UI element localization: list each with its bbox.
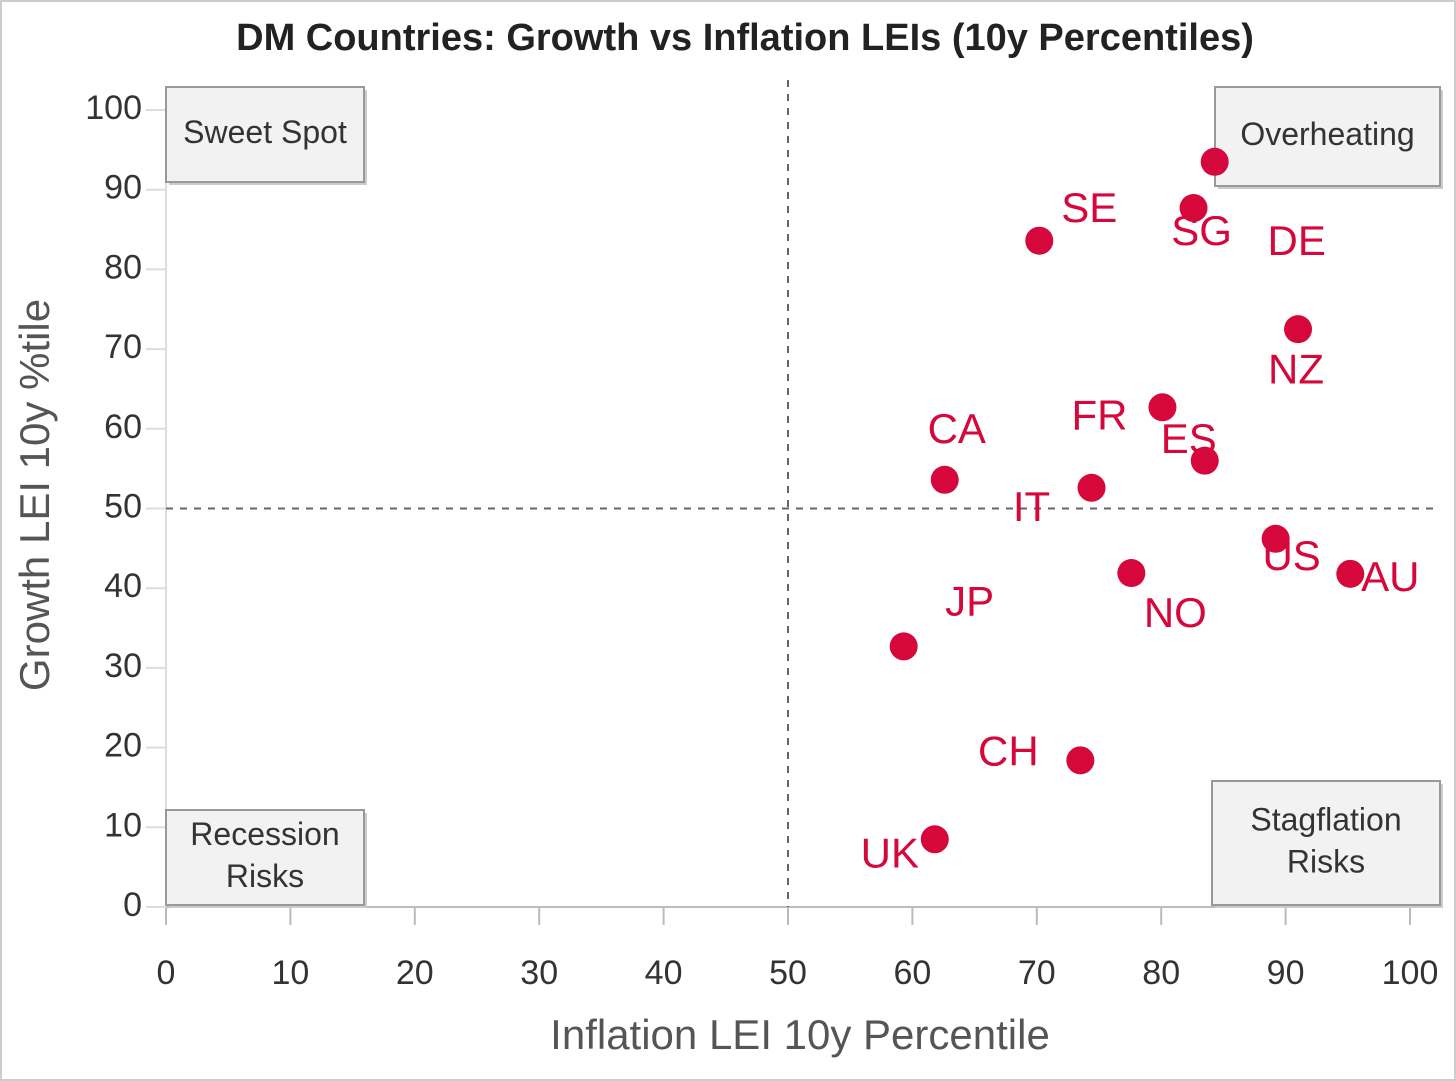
point bbox=[1077, 473, 1106, 502]
y-tick-label: 50 bbox=[104, 487, 142, 525]
y-tick-label: 40 bbox=[104, 567, 142, 605]
y-tick-label: 100 bbox=[85, 89, 142, 127]
point bbox=[1190, 446, 1219, 475]
point-label: SG bbox=[1171, 207, 1232, 254]
point-label: IT bbox=[1013, 483, 1050, 530]
point bbox=[1025, 226, 1054, 255]
point bbox=[930, 465, 959, 494]
point bbox=[1336, 559, 1365, 588]
point-label: JP bbox=[945, 577, 994, 624]
point-label: SE bbox=[1061, 184, 1117, 231]
quadrant-label: Overheating bbox=[1240, 116, 1414, 152]
point bbox=[1117, 559, 1146, 588]
y-tick-label: 90 bbox=[104, 169, 142, 207]
y-tick-label: 20 bbox=[104, 727, 142, 765]
point bbox=[920, 825, 949, 854]
x-axis-label: Inflation LEI 10y Percentile bbox=[550, 1011, 1050, 1058]
point-label: DE bbox=[1268, 217, 1326, 264]
point-label: CH bbox=[978, 727, 1039, 774]
x-tick-label: 0 bbox=[157, 954, 176, 992]
x-tick-label: 30 bbox=[520, 954, 558, 992]
point bbox=[889, 632, 918, 661]
y-axis-label: Growth LEI 10y %tile bbox=[11, 299, 58, 691]
quadrant-box bbox=[165, 86, 365, 183]
quadrant-box bbox=[165, 809, 365, 906]
point bbox=[1200, 147, 1229, 176]
x-tick-label: 40 bbox=[645, 954, 683, 992]
quadrant-box bbox=[1214, 86, 1441, 187]
point-label: NO bbox=[1144, 589, 1207, 636]
y-tick-label: 10 bbox=[104, 806, 142, 844]
x-tick-label: 60 bbox=[893, 954, 931, 992]
quadrant-label: Sweet Spot bbox=[183, 114, 347, 150]
x-tick-label: 50 bbox=[769, 954, 807, 992]
x-tick-label: 80 bbox=[1142, 954, 1180, 992]
y-tick-label: 80 bbox=[104, 248, 142, 286]
point-label: US bbox=[1262, 532, 1320, 579]
point bbox=[1179, 194, 1208, 223]
quadrant-label: Risks bbox=[226, 858, 304, 894]
quadrant-label: Risks bbox=[1287, 843, 1365, 879]
point-label: AU bbox=[1361, 553, 1419, 600]
x-tick-label: 20 bbox=[396, 954, 434, 992]
quadrant-box bbox=[1211, 780, 1441, 906]
y-tick-label: 30 bbox=[104, 647, 142, 685]
quadrant-label: Recession bbox=[190, 816, 339, 852]
quadrant-label: Stagflation bbox=[1250, 801, 1401, 837]
y-tick-label: 70 bbox=[104, 328, 142, 366]
point-label: NZ bbox=[1268, 345, 1324, 392]
point-label: CA bbox=[928, 405, 986, 452]
x-tick-label: 90 bbox=[1267, 954, 1305, 992]
y-tick-label: 60 bbox=[104, 408, 142, 446]
x-tick-label: 100 bbox=[1382, 954, 1439, 992]
x-tick-label: 10 bbox=[271, 954, 309, 992]
point-label: UK bbox=[861, 829, 919, 876]
chart-title: DM Countries: Growth vs Inflation LEIs (… bbox=[236, 17, 1254, 59]
point bbox=[1261, 524, 1290, 553]
point bbox=[1148, 393, 1177, 422]
x-tick-label: 70 bbox=[1018, 954, 1056, 992]
point-label: ES bbox=[1161, 415, 1217, 462]
point bbox=[1066, 746, 1095, 775]
y-tick-label: 0 bbox=[123, 886, 142, 924]
point-label: FR bbox=[1071, 391, 1127, 438]
point bbox=[1284, 315, 1313, 344]
